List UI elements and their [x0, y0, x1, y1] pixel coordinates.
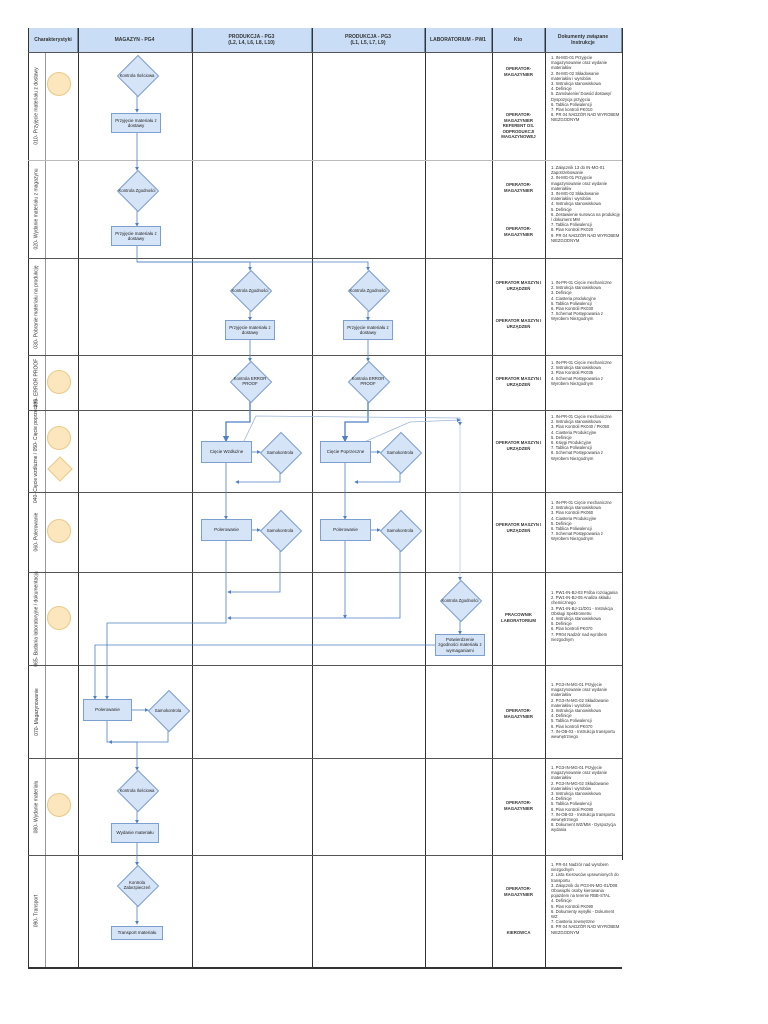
grid-line [28, 410, 622, 411]
who-cell: OPERATOR- MAGAZYNIER [504, 66, 533, 77]
connector [136, 246, 252, 271]
process-material-issue: Wydanie materiału [111, 823, 159, 843]
docs-cell: 1. PR-04 Nadzór nad wyrobem niezgodnym 2.… [551, 862, 620, 935]
docs-cell: 1. IN-PR-01 Cięcie mechaniczne 2. Instruk… [551, 414, 612, 461]
process-polishing: Polerowanie [201, 519, 252, 541]
connector [106, 721, 139, 771]
process-polishing-storage: Polerowanie [83, 699, 132, 721]
connector [354, 472, 401, 484]
docs-cell: 1. IN-PR-01 Cięcie mechaniczne 2. Instruk… [551, 280, 612, 322]
grid-line [312, 28, 313, 968]
grid-line [545, 28, 546, 968]
grid-line [425, 28, 426, 968]
grid-line [28, 758, 622, 759]
decision-self-check: Samokontrola [259, 509, 303, 553]
decision-self-check: Samokontrola [379, 509, 423, 553]
decision-security-check: Kontrola Zabezpieczeń [116, 864, 160, 908]
who-cell: OPERATOR- MAGAZYNIER [504, 886, 533, 897]
grid-line [492, 28, 493, 968]
grid-line [28, 160, 622, 161]
process-receive-a: Przyjęcie materiału z dostawy [225, 320, 275, 340]
grid-line [28, 52, 622, 53]
process-polishing: Polerowanie [320, 519, 371, 541]
header-warehouse: MAGAZYN - PG4 [78, 28, 192, 52]
docs-cell: 1. IN-PR-01 Cięcie mechaniczne 2. Instruk… [551, 360, 612, 386]
grid-line [28, 28, 29, 968]
decision-compliance-check-a: Kontrola Zgodności [229, 269, 273, 313]
grid-line [45, 52, 46, 968]
grid-line [28, 665, 622, 666]
connector [108, 730, 169, 744]
grid-line [28, 492, 622, 493]
characteristic-circle-icon [47, 370, 71, 394]
grid-line [28, 355, 622, 356]
docs-cell: 1. IN-MG-01 Przyjęcie magazynowanie oraz… [551, 55, 620, 123]
grid-line [28, 572, 622, 573]
grid-line [28, 258, 622, 259]
connector [235, 472, 281, 484]
decision-quantity-check: Kontrola Ilościowa [116, 769, 160, 813]
process-receive-b: Przyjęcie materiału z dostawy [343, 320, 393, 340]
characteristic-circle-icon [47, 606, 71, 630]
decision-quantity-check: Kontrola Ilościowa [116, 54, 160, 98]
who-cell: OPERATOR- MAGAZYNIER [504, 226, 533, 237]
grid-line [192, 28, 193, 968]
connector [93, 644, 435, 700]
decision-compliance-check: Kontrola Zgodności [116, 169, 160, 213]
connector [105, 541, 227, 700]
header-production-1: PRODUKCJA - PG3 (L2, L4, L6, L8, L10) [192, 28, 312, 52]
who-cell: OPERATOR MASZYN I URZĄDZEŃ [495, 522, 542, 533]
who-cell: KIEROWCA [506, 930, 531, 935]
decision-self-check: Samokontrola [379, 431, 423, 475]
decision-error-proof-a: Kontrola ERROR PROOF [229, 360, 273, 404]
decision-lab-compliance-check: Kontrola Zgodności [439, 579, 483, 623]
process-cross-cut: Cięcie Poprzeczne [320, 441, 371, 463]
grid-line [622, 28, 623, 860]
process-receive-delivery: Przyjęcie materiału z dostawy [111, 113, 161, 133]
process-transport: Transport materiału [111, 926, 163, 940]
connector [227, 550, 281, 594]
header-docs: Dokumenty związane Instrukcje [545, 28, 622, 52]
characteristic-circle-icon [47, 793, 71, 817]
characteristic-circle-icon [47, 519, 71, 543]
process-longitudinal-cut: Cięcie Wzdłużne [201, 441, 252, 463]
decision-error-proof-b: Kontrola ERROR PROOF [347, 360, 391, 404]
docs-cell: 1. Załącznik 13 do IN-MG-01 Zapotrzebowa… [551, 165, 620, 243]
connector [341, 401, 369, 443]
connector [222, 401, 251, 443]
characteristic-circle-icon [47, 72, 71, 96]
decision-compliance-check-b: Kontrola Zgodności [347, 269, 391, 313]
header-lab: LABORATORIUM - PW1 [425, 28, 492, 52]
header-characteristics: Charakterystyki [28, 28, 78, 52]
grid-line [28, 855, 622, 856]
connector [361, 418, 461, 444]
who-cell: OPERATOR MASZYN I URZĄDZEŃ [495, 440, 542, 451]
characteristic-circle-icon [47, 426, 71, 450]
grid-line [28, 967, 622, 969]
docs-cell: 1. PG3-IN-MG-01 Przyjęcie magazynowanie … [551, 765, 616, 833]
process-confirm-compliance: Potwierdzenie zgodności materiału z wyma… [435, 634, 485, 656]
docs-cell: 1. PW1-IN-BJ-03 Próba rozciągania 2. PW1-… [551, 590, 618, 642]
connector [227, 550, 401, 620]
grid-line [78, 28, 79, 968]
docs-cell: 1. PG3-IN-MG-01 Przyjęcie magazynowanie … [551, 682, 615, 740]
connector [137, 261, 370, 271]
header-production-2: PRODUKCJA - PG3 (L1, L5, L7, L9) [312, 28, 425, 52]
who-cell: OPERATOR- MAGAZYNIER [504, 708, 533, 719]
who-cell: PRACOWNIK LABORATORIUM [501, 612, 536, 623]
who-cell: OPERATOR- MAGAZYNIER [504, 800, 533, 811]
who-cell: OPERATOR MASZYN I URZĄDZEŃ [495, 376, 542, 387]
who-cell: OPERATOR MASZYN I URZĄDZEŃ [495, 318, 542, 329]
decision-self-check: Samokontrola [259, 431, 303, 475]
decision-self-check: Samokontrola [147, 689, 191, 733]
who-cell: OPERATOR- MAGAZYNIER REFERENT DS. ODPROD… [501, 112, 536, 139]
docs-cell: 1. IN-PR-01 Cięcie mechaniczne 2. Instruk… [551, 500, 612, 542]
who-cell: OPERATOR- MAGAZYNIER [504, 182, 533, 193]
process-receive-material: Przyjęcie materiału z dostawy [111, 226, 161, 246]
who-cell: OPERATOR MASZYN I URZĄDZEŃ [495, 280, 542, 291]
header-who: Kto [492, 28, 545, 52]
